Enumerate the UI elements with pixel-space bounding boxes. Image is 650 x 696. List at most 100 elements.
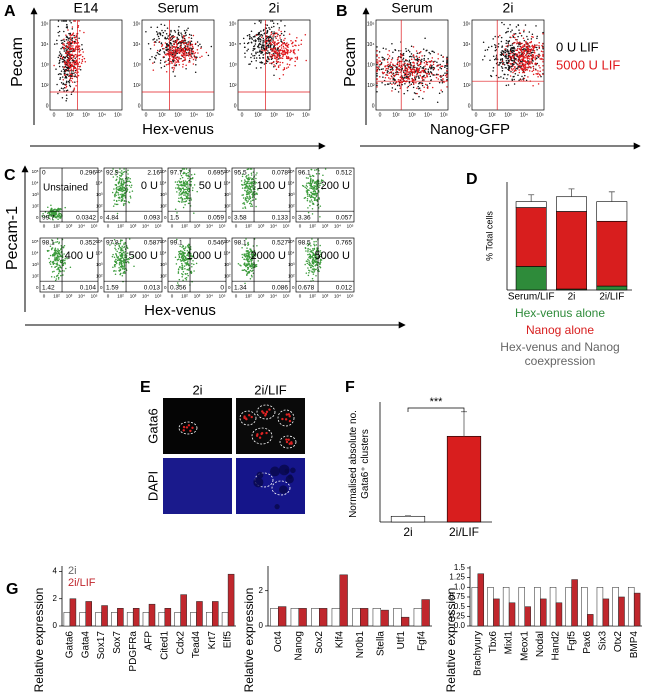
event-dot — [271, 55, 274, 58]
event-dot — [415, 50, 418, 52]
event-dot — [282, 55, 284, 58]
flow-tick-label: 10³ — [160, 262, 167, 267]
bar — [227, 573, 235, 627]
flow-tick-label: 10⁴ — [160, 251, 167, 256]
event-dot — [78, 37, 80, 40]
event-dot — [244, 198, 247, 201]
flow-tick-label: 10⁴ — [229, 42, 237, 48]
event-dot — [446, 63, 448, 65]
flow-tick-label: 10² — [53, 294, 60, 299]
event-dot — [121, 262, 123, 265]
event-dot — [262, 37, 265, 40]
event-dot — [50, 266, 53, 268]
event-dot — [66, 27, 69, 29]
event-dot — [280, 32, 283, 35]
event-dot — [113, 256, 116, 259]
event-dot — [525, 53, 527, 56]
event-dot — [250, 203, 253, 206]
event-dot — [276, 53, 279, 55]
event-dot — [70, 68, 73, 70]
event-dot — [305, 177, 308, 179]
event-dot — [268, 40, 270, 42]
quadrant-value: 0.078 — [272, 170, 289, 177]
event-dot — [382, 76, 384, 78]
event-dot — [122, 203, 125, 205]
event-dot — [63, 40, 66, 43]
event-dot — [524, 69, 527, 72]
bar — [602, 598, 610, 627]
plot-title: E14 — [74, 0, 99, 16]
event-dot — [122, 267, 124, 270]
bar — [117, 608, 124, 627]
event-dot — [417, 85, 419, 88]
bar — [565, 587, 572, 627]
event-dot — [510, 67, 513, 70]
event-dot — [286, 63, 289, 65]
event-dot — [379, 60, 382, 62]
event-dot — [386, 64, 388, 67]
bar-segment — [596, 201, 628, 222]
event-dot — [182, 206, 185, 209]
event-dot — [185, 276, 188, 279]
event-dot — [406, 67, 408, 69]
cell-signal — [258, 436, 262, 439]
event-dot — [180, 253, 182, 256]
event-dot — [117, 189, 120, 191]
event-dot — [266, 52, 268, 55]
event-dot — [159, 49, 162, 51]
event-dot — [185, 279, 188, 281]
event-dot — [58, 34, 60, 37]
bar — [270, 608, 279, 627]
event-dot — [245, 181, 248, 183]
event-dot — [275, 32, 277, 34]
error-bar — [608, 191, 615, 202]
event-dot — [64, 63, 66, 65]
event-dot — [244, 186, 246, 189]
event-dot — [175, 61, 178, 63]
event-dot — [269, 28, 271, 31]
event-dot — [172, 49, 175, 51]
event-dot — [207, 54, 210, 57]
event-dot — [284, 53, 286, 56]
cell-signal — [265, 431, 268, 435]
event-dot — [154, 56, 156, 59]
event-dot — [309, 196, 312, 199]
event-dot — [528, 50, 530, 53]
event-dot — [177, 61, 180, 63]
event-dot — [174, 208, 177, 210]
event-dot — [396, 67, 398, 69]
event-dot — [523, 60, 526, 62]
event-dot — [65, 100, 67, 102]
event-dot — [512, 36, 515, 38]
event-dot — [258, 40, 260, 42]
event-dot — [66, 48, 68, 51]
cell-signal — [189, 429, 192, 433]
event-dot — [190, 37, 193, 39]
event-dot — [396, 62, 399, 65]
event-dot — [428, 72, 431, 75]
flow-tick-label: 10³ — [258, 224, 265, 229]
event-dot — [285, 57, 288, 59]
event-dot — [250, 168, 253, 170]
event-dot — [170, 36, 172, 39]
event-dot — [442, 74, 445, 76]
event-dot — [507, 45, 509, 48]
flow-tick-label: 0 — [235, 294, 238, 299]
event-dot — [186, 245, 189, 247]
flow-tick-label: 10² — [224, 204, 231, 209]
event-dot — [395, 81, 398, 83]
event-dot — [384, 76, 387, 79]
event-dot — [500, 51, 502, 53]
bar — [518, 587, 525, 627]
event-dot — [427, 68, 430, 70]
event-dot — [423, 71, 425, 73]
event-dot — [269, 39, 272, 41]
event-dot — [171, 37, 174, 40]
flow-tick-label: 10³ — [41, 62, 49, 68]
event-dot — [392, 82, 395, 84]
event-dot — [193, 263, 195, 266]
event-dot — [523, 30, 525, 33]
bar — [311, 608, 320, 627]
bar — [502, 587, 510, 627]
